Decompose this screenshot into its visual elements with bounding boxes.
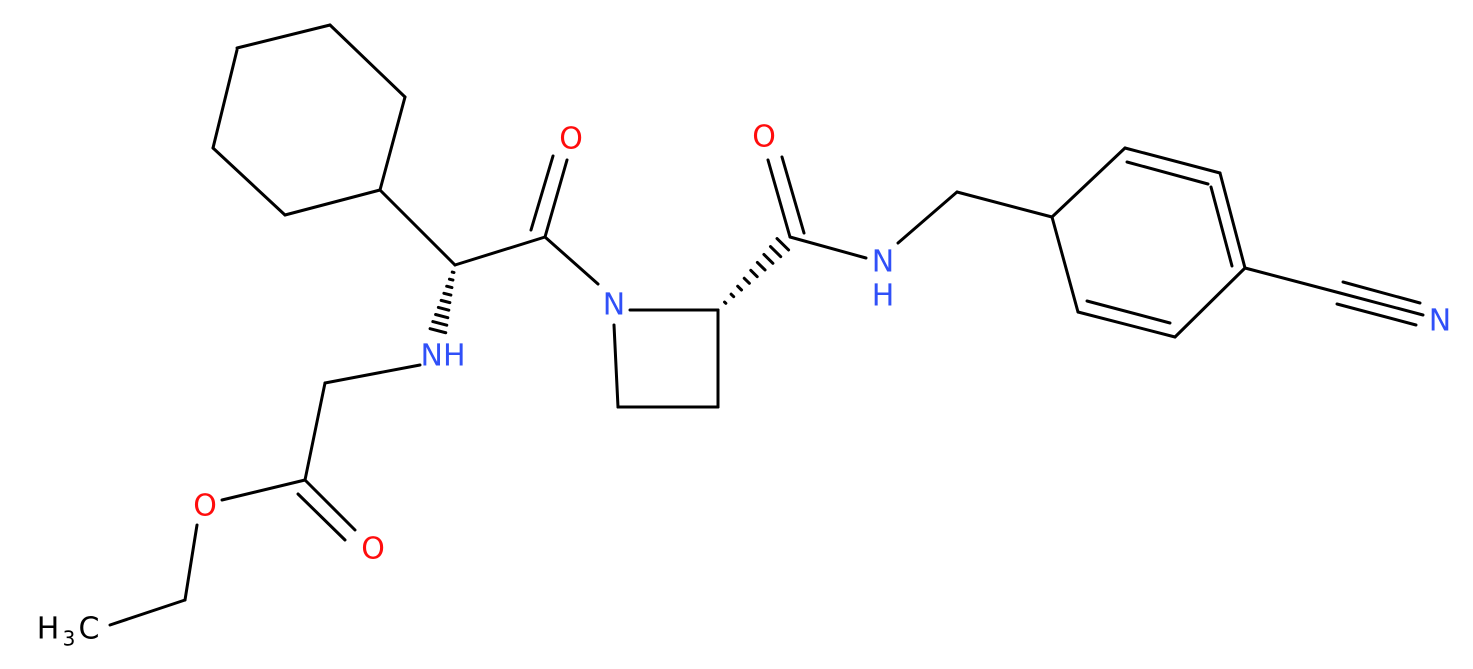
bond bbox=[1123, 146, 1222, 175]
bond bbox=[108, 598, 187, 627]
bond bbox=[428, 327, 448, 335]
bond bbox=[431, 320, 449, 327]
atom-label: O bbox=[559, 122, 583, 157]
bond bbox=[955, 190, 1054, 219]
bond bbox=[766, 158, 792, 239]
bond bbox=[211, 48, 239, 150]
bond bbox=[775, 237, 791, 252]
atom-label: H bbox=[872, 279, 895, 314]
bond bbox=[434, 313, 450, 320]
bond bbox=[1338, 291, 1425, 317]
bond bbox=[211, 146, 287, 217]
bond bbox=[755, 260, 767, 272]
atom-label: C bbox=[79, 612, 100, 647]
bond bbox=[303, 478, 357, 532]
bond bbox=[729, 292, 736, 299]
bond bbox=[1209, 185, 1234, 268]
bond bbox=[183, 523, 199, 602]
bond bbox=[378, 95, 407, 192]
bond bbox=[1173, 266, 1247, 339]
bond bbox=[323, 363, 422, 385]
bond bbox=[1335, 302, 1418, 327]
bond bbox=[220, 478, 307, 502]
bond bbox=[1085, 299, 1172, 325]
bond bbox=[283, 188, 382, 217]
bond bbox=[723, 300, 728, 305]
bond bbox=[780, 155, 806, 235]
bond bbox=[543, 158, 569, 239]
bond bbox=[303, 381, 327, 482]
bond bbox=[1341, 280, 1422, 305]
bond bbox=[439, 298, 452, 305]
bond bbox=[1076, 310, 1177, 339]
atom-label: N bbox=[1429, 304, 1451, 339]
bond bbox=[736, 284, 744, 292]
atom-label: O bbox=[193, 489, 217, 524]
bond bbox=[762, 252, 775, 265]
bond bbox=[742, 276, 751, 285]
bond bbox=[788, 235, 868, 260]
bond bbox=[378, 188, 457, 267]
bond bbox=[1218, 171, 1247, 270]
bond bbox=[1050, 146, 1127, 219]
atom-label: NH bbox=[421, 339, 466, 374]
bond bbox=[445, 284, 454, 290]
bond bbox=[296, 492, 347, 542]
atom-label: 3 bbox=[63, 627, 76, 651]
atom-label: O bbox=[752, 120, 776, 155]
bond bbox=[1050, 215, 1080, 314]
atom-label: N bbox=[603, 288, 625, 323]
bond bbox=[328, 23, 407, 99]
atom-label: H bbox=[37, 612, 60, 647]
bond bbox=[749, 268, 759, 279]
bond bbox=[442, 291, 453, 297]
bond bbox=[1125, 160, 1210, 186]
bond bbox=[896, 190, 959, 245]
atom-label: N bbox=[872, 245, 894, 280]
bond bbox=[1243, 266, 1342, 295]
bond bbox=[529, 154, 555, 232]
bond bbox=[768, 245, 783, 259]
bond bbox=[543, 235, 600, 286]
bond bbox=[447, 277, 455, 282]
bond bbox=[235, 23, 332, 50]
bond bbox=[612, 323, 620, 409]
bond bbox=[436, 305, 451, 312]
atom-label: O bbox=[361, 532, 385, 567]
bond bbox=[453, 235, 547, 267]
